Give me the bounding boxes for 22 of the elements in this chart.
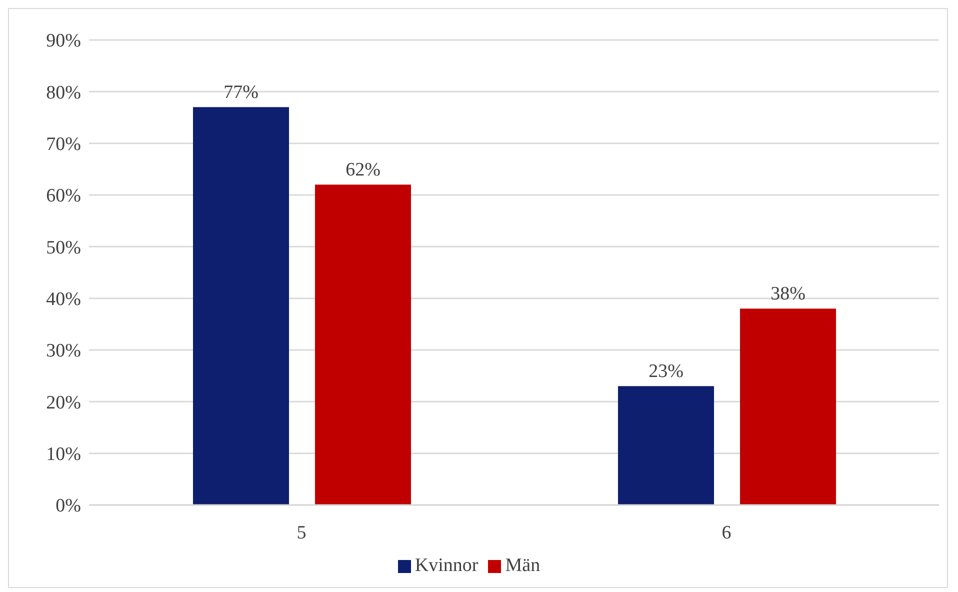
bar [193, 107, 289, 505]
y-tick-label: 0% [56, 496, 82, 517]
x-tick-label: 5 [296, 522, 306, 544]
data-label: 38% [770, 284, 806, 305]
data-label: 62% [346, 160, 381, 181]
y-tick-label: 60% [46, 186, 82, 207]
y-tick-label: 30% [46, 340, 82, 362]
y-tick-label: 90% [46, 30, 82, 52]
y-tick-label: 40% [46, 289, 82, 310]
legend-label: Män [505, 555, 540, 576]
y-tick-label: 20% [46, 392, 82, 414]
bar [618, 386, 714, 505]
bar [315, 184, 411, 505]
legend-label: Kvinnor [414, 555, 478, 576]
y-tick-label: 80% [46, 82, 82, 104]
y-tick-label: 70% [46, 134, 82, 156]
data-label: 23% [648, 361, 684, 382]
x-tick-label: 6 [722, 522, 732, 544]
data-label: 77% [224, 82, 259, 104]
y-tick-label: 10% [46, 444, 82, 466]
bar [740, 308, 836, 505]
y-tick-label: 50% [46, 237, 82, 258]
